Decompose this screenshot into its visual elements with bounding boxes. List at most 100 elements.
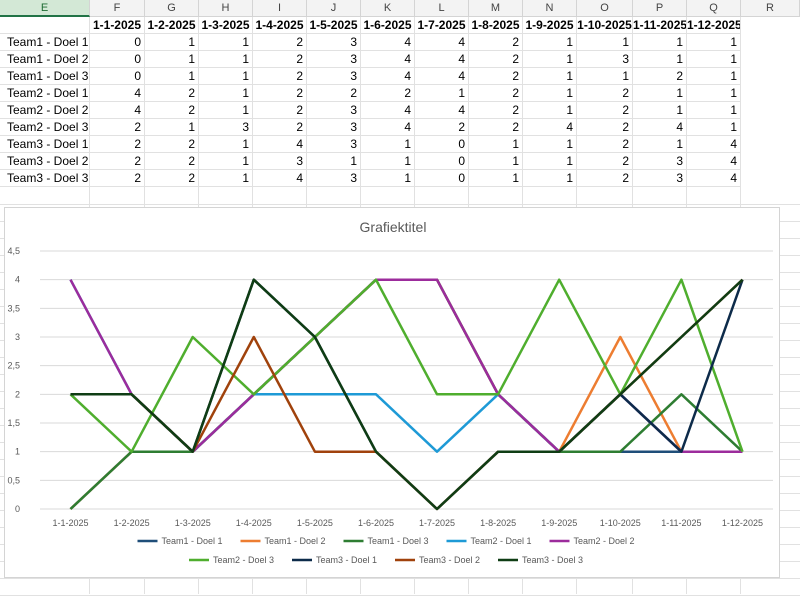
value-cell[interactable]: 1 (469, 170, 523, 187)
value-cell[interactable]: 1 (577, 34, 633, 51)
value-cell[interactable]: 2 (90, 119, 145, 136)
value-cell[interactable]: 2 (145, 85, 199, 102)
value-cell[interactable]: 1 (687, 51, 741, 68)
value-cell[interactable]: 1 (633, 34, 687, 51)
date-header-cell[interactable]: 1-4-2025 (253, 17, 307, 34)
value-cell[interactable]: 1 (307, 153, 361, 170)
value-cell[interactable]: 2 (633, 68, 687, 85)
value-cell[interactable]: 2 (253, 34, 307, 51)
value-cell[interactable]: 0 (415, 170, 469, 187)
value-cell[interactable]: 2 (307, 85, 361, 102)
value-cell[interactable]: 4 (361, 68, 415, 85)
value-cell[interactable]: 1 (145, 34, 199, 51)
value-cell[interactable]: 1 (199, 85, 253, 102)
value-cell[interactable]: 4 (687, 136, 741, 153)
value-cell[interactable]: 2 (145, 170, 199, 187)
value-cell[interactable]: 1 (199, 170, 253, 187)
value-cell[interactable]: 2 (577, 170, 633, 187)
value-cell[interactable]: 1 (687, 34, 741, 51)
value-cell[interactable]: 2 (469, 51, 523, 68)
value-cell[interactable]: 1 (523, 170, 577, 187)
value-cell[interactable]: 0 (90, 68, 145, 85)
value-cell[interactable]: 2 (469, 85, 523, 102)
date-header-cell[interactable]: 1-9-2025 (523, 17, 577, 34)
value-cell[interactable]: 4 (253, 170, 307, 187)
value-cell[interactable]: 3 (633, 153, 687, 170)
value-cell[interactable]: 4 (415, 102, 469, 119)
date-header-cell[interactable]: 1-3-2025 (199, 17, 253, 34)
value-cell[interactable]: 1 (361, 170, 415, 187)
column-header-r[interactable]: R (741, 0, 800, 17)
date-header-cell[interactable]: 1-8-2025 (469, 17, 523, 34)
row-label-cell[interactable]: Team3 - Doel 2 (0, 153, 90, 170)
value-cell[interactable]: 3 (307, 136, 361, 153)
value-cell[interactable]: 2 (253, 51, 307, 68)
date-header-cell[interactable]: 1-10-2025 (577, 17, 633, 34)
value-cell[interactable]: 1 (523, 153, 577, 170)
value-cell[interactable]: 4 (415, 51, 469, 68)
value-cell[interactable]: 4 (253, 136, 307, 153)
value-cell[interactable]: 1 (523, 34, 577, 51)
value-cell[interactable]: 1 (523, 51, 577, 68)
value-cell[interactable]: 4 (361, 51, 415, 68)
date-header-cell[interactable]: 1-5-2025 (307, 17, 361, 34)
value-cell[interactable]: 3 (577, 51, 633, 68)
value-cell[interactable]: 1 (523, 85, 577, 102)
value-cell[interactable]: 1 (523, 68, 577, 85)
value-cell[interactable]: 2 (469, 119, 523, 136)
value-cell[interactable]: 1 (199, 68, 253, 85)
value-cell[interactable]: 4 (90, 85, 145, 102)
value-cell[interactable]: 3 (199, 119, 253, 136)
column-header-o[interactable]: O (577, 0, 633, 17)
value-cell[interactable]: 1 (145, 68, 199, 85)
row-label-cell[interactable]: Team3 - Doel 1 (0, 136, 90, 153)
value-cell[interactable]: 1 (687, 102, 741, 119)
column-header-m[interactable]: M (469, 0, 523, 17)
value-cell[interactable]: 4 (523, 119, 577, 136)
value-cell[interactable]: 4 (361, 102, 415, 119)
value-cell[interactable]: 1 (577, 68, 633, 85)
value-cell[interactable]: 1 (687, 68, 741, 85)
value-cell[interactable]: 1 (199, 102, 253, 119)
value-cell[interactable]: 1 (687, 119, 741, 136)
column-header-l[interactable]: L (415, 0, 469, 17)
value-cell[interactable]: 3 (307, 34, 361, 51)
value-cell[interactable]: 1 (687, 85, 741, 102)
row-label-cell[interactable]: Team2 - Doel 1 (0, 85, 90, 102)
line-chart[interactable]: Grafiektitel 0 0,5 1 1,5 2 2,5 3 3,5 4 4,5 1-1-2025… (4, 207, 780, 578)
value-cell[interactable]: 1 (199, 34, 253, 51)
value-cell[interactable]: 4 (687, 153, 741, 170)
value-cell[interactable]: 4 (687, 170, 741, 187)
value-cell[interactable]: 2 (469, 102, 523, 119)
value-cell[interactable]: 2 (577, 119, 633, 136)
value-cell[interactable]: 2 (577, 153, 633, 170)
value-cell[interactable]: 1 (469, 153, 523, 170)
value-cell[interactable]: 2 (253, 119, 307, 136)
value-cell[interactable]: 3 (253, 153, 307, 170)
column-header-e[interactable]: E (0, 0, 90, 17)
value-cell[interactable]: 4 (633, 119, 687, 136)
date-header-cell[interactable]: 1-6-2025 (361, 17, 415, 34)
column-header-n[interactable]: N (523, 0, 577, 17)
column-header-i[interactable]: I (253, 0, 307, 17)
value-cell[interactable]: 2 (361, 85, 415, 102)
value-cell[interactable]: 2 (577, 102, 633, 119)
value-cell[interactable]: 3 (633, 170, 687, 187)
row-label-cell[interactable]: Team3 - Doel 3 (0, 170, 90, 187)
value-cell[interactable]: 2 (253, 102, 307, 119)
value-cell[interactable]: 1 (361, 153, 415, 170)
column-header-q[interactable]: Q (687, 0, 741, 17)
value-cell[interactable]: 4 (415, 68, 469, 85)
value-cell[interactable]: 3 (307, 170, 361, 187)
value-cell[interactable]: 1 (199, 153, 253, 170)
value-cell[interactable]: 2 (469, 68, 523, 85)
value-cell[interactable]: 4 (361, 119, 415, 136)
column-header-k[interactable]: K (361, 0, 415, 17)
value-cell[interactable]: 1 (145, 51, 199, 68)
value-cell[interactable]: 2 (145, 102, 199, 119)
value-cell[interactable]: 3 (307, 51, 361, 68)
value-cell[interactable]: 2 (145, 153, 199, 170)
value-cell[interactable]: 1 (361, 136, 415, 153)
value-cell[interactable]: 2 (577, 85, 633, 102)
column-header-j[interactable]: J (307, 0, 361, 17)
